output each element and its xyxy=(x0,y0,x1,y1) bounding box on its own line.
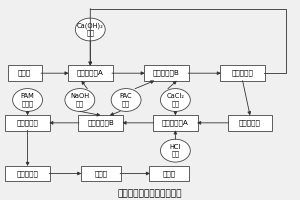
Ellipse shape xyxy=(75,18,105,41)
Text: 二级絮凝池: 二级絮凝池 xyxy=(16,120,38,126)
Ellipse shape xyxy=(160,89,190,111)
Text: 一级絮凝池: 一级絮凝池 xyxy=(232,70,253,76)
FancyBboxPatch shape xyxy=(68,65,112,81)
Text: Ca(OH)₂
浃液: Ca(OH)₂ 浃液 xyxy=(77,23,104,36)
Ellipse shape xyxy=(65,89,95,111)
Text: CaCl₂
浃液: CaCl₂ 浃液 xyxy=(167,93,184,107)
FancyBboxPatch shape xyxy=(8,65,42,81)
Text: PAC
浣液: PAC 浣液 xyxy=(120,93,132,107)
FancyBboxPatch shape xyxy=(5,115,50,131)
Ellipse shape xyxy=(13,89,43,111)
FancyBboxPatch shape xyxy=(79,115,123,131)
Text: 含氟废水的处理方法及装置: 含氟废水的处理方法及装置 xyxy=(118,189,182,198)
FancyBboxPatch shape xyxy=(81,166,121,181)
FancyBboxPatch shape xyxy=(149,166,189,181)
FancyBboxPatch shape xyxy=(153,115,198,131)
Text: HCl
液池: HCl 液池 xyxy=(170,144,181,157)
FancyBboxPatch shape xyxy=(228,115,272,131)
Text: 一级反应池A: 一级反应池A xyxy=(77,70,104,76)
Text: 二级反应池B: 二级反应池B xyxy=(87,120,114,126)
Ellipse shape xyxy=(111,89,141,111)
Text: 一级反应池B: 一级反应池B xyxy=(153,70,180,76)
Text: 二级反应池A: 二级反应池A xyxy=(162,120,189,126)
FancyBboxPatch shape xyxy=(144,65,189,81)
Text: 原水池: 原水池 xyxy=(18,70,31,76)
Text: 中和池: 中和池 xyxy=(94,170,107,177)
Text: 一级沉淠池: 一级沉淠池 xyxy=(239,120,261,126)
Ellipse shape xyxy=(160,139,190,162)
Text: PAM
溶液棒: PAM 溶液棒 xyxy=(21,93,34,107)
FancyBboxPatch shape xyxy=(220,65,265,81)
Text: 二级沉淠池: 二级沉淠池 xyxy=(16,170,38,177)
Text: NaOH
浃液: NaOH 浃液 xyxy=(70,93,89,107)
FancyBboxPatch shape xyxy=(5,166,50,181)
Text: 排放池: 排放池 xyxy=(163,170,176,177)
